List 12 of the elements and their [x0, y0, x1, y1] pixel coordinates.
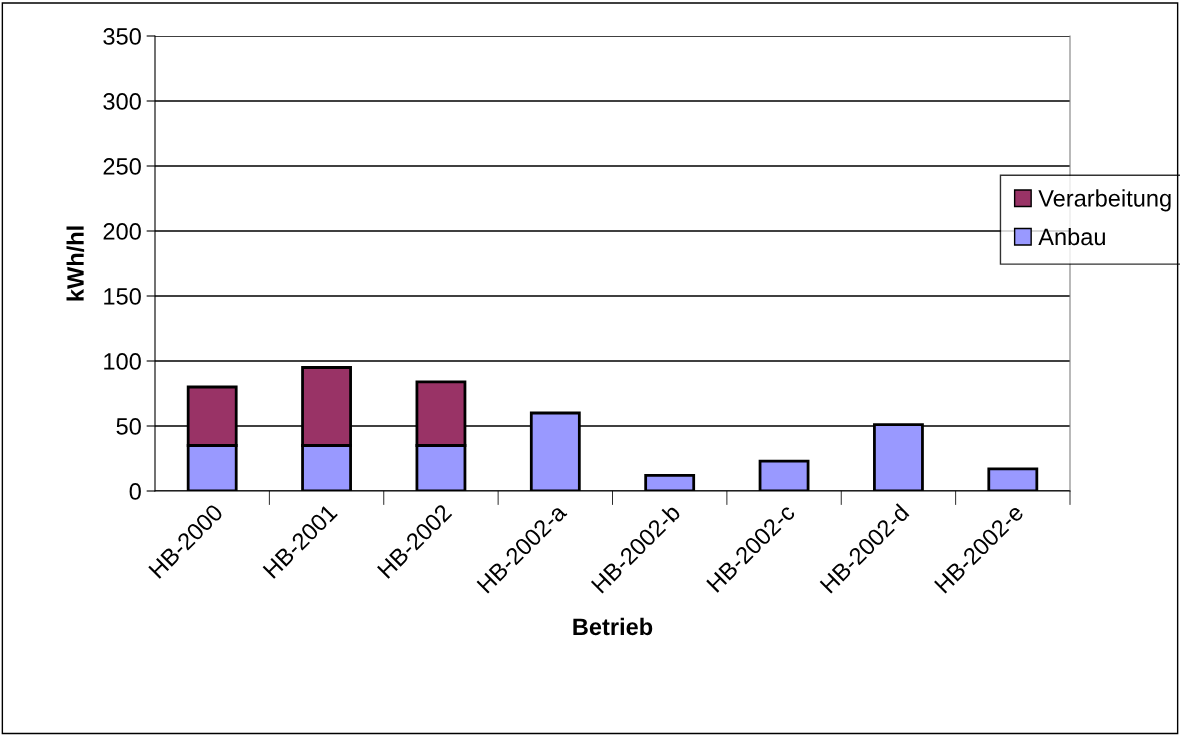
y-tick-label: 150	[104, 288, 141, 305]
y-tick-label: 200	[103, 223, 141, 240]
y-tick-label: 350	[103, 28, 141, 45]
y-tick-label: 250	[103, 158, 141, 175]
x-axis-title: Betrieb	[573, 617, 653, 636]
y-tick-label: 50	[116, 418, 141, 435]
y-axis-title: kWh/hl	[66, 226, 85, 301]
y-tick-label: 100	[104, 353, 141, 370]
y-tick-label: 0	[129, 483, 141, 500]
legend-label: Verarbeitung	[1038, 189, 1171, 212]
legend-label: Anbau	[1038, 227, 1105, 246]
y-tick-label: 300	[103, 93, 141, 110]
